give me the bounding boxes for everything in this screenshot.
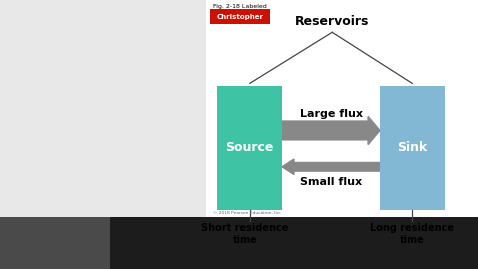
Text: Christopher: Christopher — [217, 14, 263, 20]
Text: Short residence
time: Short residence time — [201, 223, 289, 245]
Text: Large flux: Large flux — [300, 109, 362, 119]
FancyBboxPatch shape — [210, 9, 270, 24]
FancyBboxPatch shape — [217, 86, 282, 210]
Text: Small flux: Small flux — [300, 176, 362, 187]
Text: Sink: Sink — [397, 141, 427, 154]
FancyBboxPatch shape — [0, 217, 478, 269]
FancyBboxPatch shape — [206, 0, 478, 217]
Text: Source: Source — [226, 141, 274, 154]
FancyBboxPatch shape — [0, 217, 110, 269]
FancyArrow shape — [282, 159, 380, 175]
Text: Reservoirs: Reservoirs — [295, 15, 369, 28]
Text: © 2018 Pearson Education, Inc.: © 2018 Pearson Education, Inc. — [213, 211, 282, 215]
Text: Long residence
time: Long residence time — [370, 223, 454, 245]
FancyBboxPatch shape — [380, 86, 445, 210]
Text: Fig. 2-18 Labeled: Fig. 2-18 Labeled — [213, 4, 266, 9]
FancyArrow shape — [282, 116, 380, 145]
